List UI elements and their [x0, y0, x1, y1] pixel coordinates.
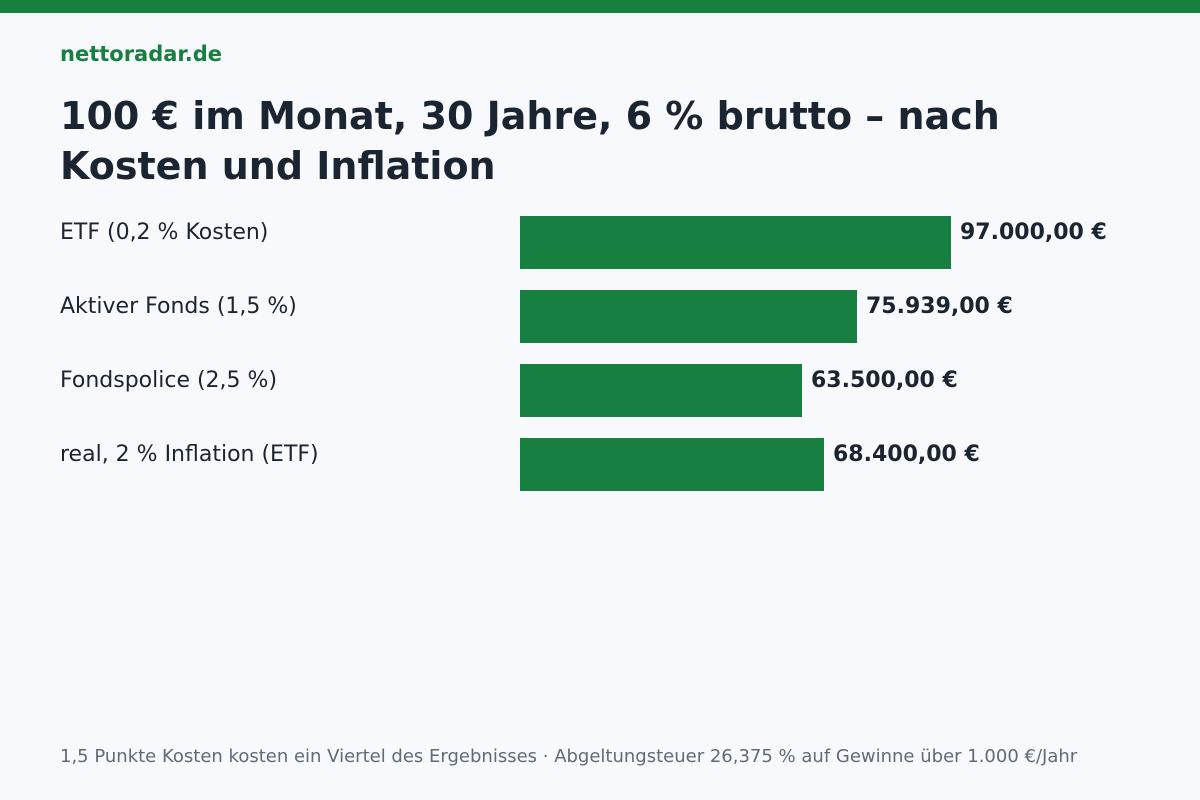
brand-name: nettoradar.de: [60, 42, 223, 66]
category-label: Aktiver Fonds (1,5 %): [60, 294, 297, 319]
value-label: 75.939,00 €: [866, 294, 1013, 319]
bar: [520, 290, 857, 343]
value-label: 63.500,00 €: [811, 368, 958, 393]
bar: [520, 216, 951, 269]
category-label: ETF (0,2 % Kosten): [60, 220, 269, 245]
footnote: 1,5 Punkte Kosten kosten ein Viertel des…: [60, 746, 1078, 767]
page-title: 100 € im Monat, 30 Jahre, 6 % brutto – n…: [60, 94, 1000, 188]
top-accent-bar: [0, 0, 1200, 13]
value-label: 97.000,00 €: [960, 220, 1107, 245]
bar: [520, 364, 802, 417]
value-label: 68.400,00 €: [833, 442, 980, 467]
category-label: real, 2 % Inflation (ETF): [60, 442, 319, 467]
bar: [520, 438, 824, 491]
category-label: Fondspolice (2,5 %): [60, 368, 278, 393]
